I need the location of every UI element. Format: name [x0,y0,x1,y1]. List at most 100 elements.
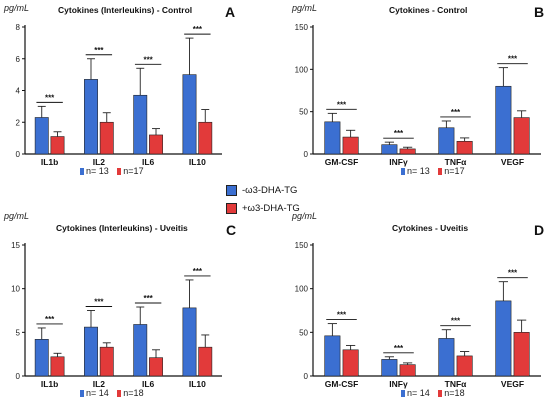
chart-title: Cytokines - Uveitis [392,223,469,233]
x-tick-label: TNFα [445,379,468,389]
bar-treated [99,121,114,155]
bar-control [182,307,197,377]
sample-size-legend: n= 14 n=18 [401,388,471,398]
significance-label: *** [143,55,153,64]
bar-control [381,144,398,155]
sample-size-legend: n= 13 n=17 [401,166,471,176]
significance-label: *** [143,294,153,303]
x-tick-label: IL2 [93,157,106,167]
y-tick-label: 150 [295,241,309,250]
legend-swatch [438,390,443,397]
y-tick-label: 0 [304,372,309,381]
y-tick-label: 150 [295,23,309,32]
chart-plot: 0 5 10 15 *** IL1b *** IL2 *** IL6 *** IL10 [11,241,222,389]
bar-control [324,335,341,377]
y-unit-label: pg/mL [4,3,30,13]
legend-label: -ω3-DHA-TG [242,184,298,196]
y-tick-label: 0 [304,150,309,159]
legend-swatch [80,168,84,175]
legend-swatch [438,168,443,175]
bar-treated [513,332,530,377]
x-tick-label: GM-CSF [325,379,359,389]
significance-label: *** [337,100,347,109]
significance-label: *** [94,298,104,307]
bar-treated [50,356,65,377]
panel-letter: C [226,222,237,238]
y-tick-label: 6 [16,55,21,64]
bar-control [133,324,148,377]
bar-treated [149,357,163,377]
panel-letter: D [534,222,545,238]
significance-label: *** [193,25,203,34]
sample-size-legend: n= 14 n=18 [80,388,150,398]
bar-treated [342,136,359,155]
n-legend-label: n=18 [444,388,465,398]
bar-control [84,326,98,377]
n-legend-label: n= 14 [86,388,109,398]
panel-letter: A [225,4,236,20]
significance-label: *** [45,93,55,102]
bar-control [324,121,341,155]
legend-swatch [80,390,84,397]
x-tick-label: IL2 [93,379,106,389]
x-tick-label: IL10 [189,379,206,389]
bar-control [34,339,49,377]
bar-treated [149,134,163,155]
chart-panel-b: pg/mL Cytokines - Control B 0 50 100 150 ***… [275,0,550,180]
legend-swatch [401,168,405,175]
bar-treated [198,121,213,155]
n-legend-item: n= 14 [80,388,109,398]
bar-control [182,74,197,155]
x-tick-label: IL1b [41,157,58,167]
chart-plot: 0 50 100 150 *** GM-CSF *** INFγ *** TNFα *** VEGF [295,23,541,167]
x-tick-label: GM-CSF [325,157,359,167]
chart-plot: 0 2 4 6 8 *** IL1b *** IL2 *** IL6 *** IL10 [16,23,222,167]
significance-label: *** [394,344,404,353]
n-legend-item: n=18 [117,388,144,398]
panel-letter: B [534,4,545,20]
significance-label: *** [451,108,461,117]
n-legend-item: n=17 [117,166,144,176]
bar-treated [198,346,213,377]
bar-treated [342,349,359,377]
n-legend-label: n= 13 [86,166,109,176]
x-tick-label: IL6 [142,157,155,167]
chart-panel-c: pg/mL Cytokines (Interleukins) - Uveitis… [0,210,275,398]
y-tick-label: 8 [16,23,21,32]
bar-control [495,85,512,155]
y-tick-label: 50 [299,328,308,337]
x-tick-label: IL1b [41,379,58,389]
chart-title: Cytokines (Interleukins) - Control [58,5,193,15]
x-tick-label: VEGF [501,157,524,167]
bar-control [495,300,512,377]
sample-size-legend: n= 13 n=17 [80,166,150,176]
bar-control [438,338,455,377]
n-legend-label: n= 13 [407,166,430,176]
bar-control [133,94,148,155]
n-legend-item: n= 14 [401,388,430,398]
bar-treated [399,364,416,377]
bar-control [438,127,455,155]
treatment-legend: -ω3-DHA-TG +ω3-DHA-TG [226,181,300,217]
bar-control [34,117,49,155]
y-tick-label: 5 [16,328,21,337]
legend-swatch-blue [226,184,237,196]
n-legend-label: n= 14 [407,388,430,398]
chart-plot: 0 50 100 150 *** GM-CSF *** INFγ *** TNFα *** VEGF [295,241,541,389]
y-tick-label: 15 [11,241,20,250]
bar-treated [513,117,530,155]
legend-swatch [117,168,122,175]
bar-treated [456,355,473,377]
n-legend-item: n=18 [438,388,465,398]
y-unit-label: pg/mL [4,211,30,221]
y-tick-label: 50 [299,108,308,117]
x-tick-label: IL10 [189,157,206,167]
legend-item: -ω3-DHA-TG [226,181,300,199]
bar-control [84,79,98,155]
legend-swatch [117,390,122,397]
y-tick-label: 10 [11,285,20,294]
y-tick-label: 0 [16,372,21,381]
chart-panel-a: pg/mL Cytokines (Interleukins) - Control… [0,0,275,180]
x-tick-label: INFγ [389,157,408,167]
significance-label: *** [337,311,347,320]
